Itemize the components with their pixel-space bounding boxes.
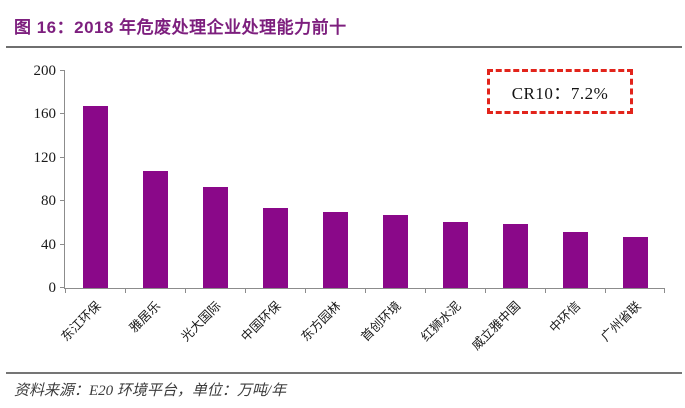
- cr10-annotation-box: CR10：7.2%: [487, 69, 633, 114]
- x-tick-label: 雅居乐: [127, 298, 164, 336]
- bar: [202, 187, 228, 288]
- x-tick-mark: [425, 288, 426, 293]
- x-tick-label: 光大国际: [178, 298, 224, 345]
- x-tick-mark: [485, 288, 486, 293]
- y-tick-mark: [60, 287, 65, 288]
- figure-title: 图 16：2018 年危废处理企业处理能力前十: [14, 18, 347, 37]
- y-tick-label: 40: [41, 236, 56, 253]
- y-tick-mark: [60, 113, 65, 115]
- x-tick-mark: [245, 288, 246, 293]
- x-tick-mark: [545, 288, 546, 293]
- y-tick-label: 120: [33, 149, 57, 166]
- x-tick-label: 中环信: [547, 298, 584, 336]
- bar: [442, 221, 468, 288]
- x-tick-label: 广州省联: [598, 298, 644, 345]
- bar: [142, 170, 168, 288]
- cr10-annotation-text: CR10：7.2%: [511, 84, 609, 103]
- x-tick-mark: [605, 288, 606, 293]
- x-tick-label: 中国环保: [238, 298, 284, 345]
- x-tick-mark: [125, 288, 126, 293]
- y-tick-mark: [60, 243, 65, 245]
- x-tick-label: 威立雅中国: [469, 298, 524, 353]
- x-tick-label: 东江环保: [58, 298, 104, 345]
- source-note: 资料来源：E20 环境平台，单位：万吨/年: [14, 383, 287, 399]
- x-tick-mark: [365, 288, 366, 293]
- bar: [382, 215, 408, 288]
- y-tick-mark: [60, 200, 65, 202]
- x-tick-mark: [305, 288, 306, 293]
- plot-area: 0 40 80 120 160 200 东江环保 雅居乐 光大国际 中国环保 东方园林 首创环境 红狮水…: [34, 63, 665, 353]
- x-tick-label: 首创环境: [358, 298, 404, 345]
- bar: [322, 212, 348, 288]
- y-tick-label: 160: [33, 106, 57, 123]
- x-tick-mark: [664, 288, 665, 293]
- x-tick-mark: [65, 288, 66, 293]
- bar: [82, 105, 108, 288]
- y-tick-label: 200: [33, 63, 57, 79]
- x-tick-label: 红狮水泥: [418, 298, 464, 345]
- y-tick-mark: [60, 70, 65, 71]
- y-tick-label: 0: [48, 280, 57, 296]
- footer-divider: [6, 372, 682, 374]
- bar: [622, 237, 648, 288]
- bar: [562, 231, 588, 288]
- x-tick-label: 东方园林: [298, 298, 344, 345]
- title-divider: [6, 46, 682, 48]
- y-tick-label: 80: [41, 193, 56, 210]
- x-tick-mark: [185, 288, 186, 293]
- bar: [262, 207, 288, 288]
- bar: [502, 224, 528, 288]
- y-tick-mark: [60, 156, 65, 158]
